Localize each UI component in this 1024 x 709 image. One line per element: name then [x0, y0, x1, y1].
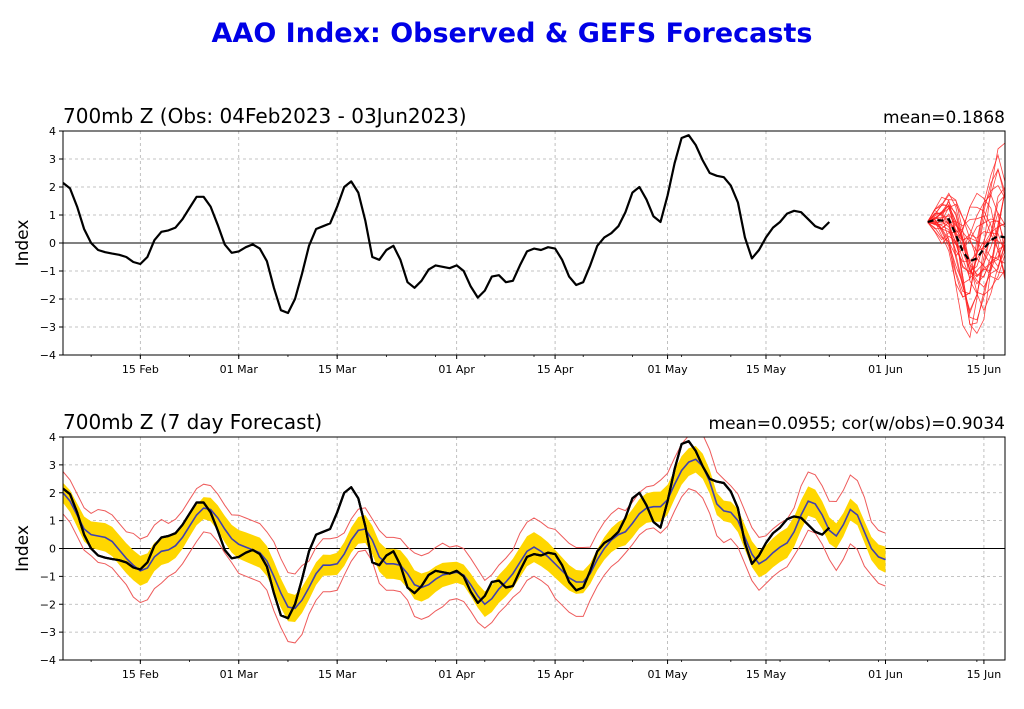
y-tick-label: −4: [40, 349, 56, 362]
ensemble-mean-line: [63, 458, 886, 610]
y-tick-label: 1: [49, 515, 56, 528]
x-tick-label: 01 May: [647, 363, 688, 376]
observed-panel: 4 3 2 1 0 −1 −2 −3 −4 15 Feb 01 Mar 15 Mar 01 Apr 15 …: [13, 104, 1006, 376]
y-tick-label: −3: [40, 626, 56, 639]
x-tick-label: 15 May: [746, 363, 787, 376]
ensemble-member-line: [927, 215, 1005, 279]
ensemble-member-line: [927, 201, 1005, 288]
x-tick-label: 15 Jun: [967, 363, 1002, 376]
plot-area: [63, 437, 886, 644]
observed-index-line: [63, 134, 831, 315]
spread-band: [63, 446, 886, 622]
x-tick-label: 01 May: [647, 668, 688, 681]
y-tick-label: 2: [49, 487, 56, 500]
spread-lower-edge: [63, 488, 886, 644]
x-tick-label: 15 Jun: [967, 668, 1002, 681]
ensemble-member-line: [927, 218, 1005, 250]
ensemble-member-line: [927, 211, 1005, 275]
y-tick-label: 0: [49, 543, 56, 556]
ensemble-member-line: [927, 220, 1005, 263]
x-tick-label: 15 Apr: [537, 363, 574, 376]
y-tick-label: 2: [49, 181, 56, 194]
y-tick-label: −1: [40, 570, 56, 583]
panel-statistics: mean=0.0955; cor(w/obs)=0.9034: [709, 414, 1005, 434]
forecast-mean-line: [927, 217, 1005, 263]
y-tick-label: 0: [49, 237, 56, 250]
x-tick-label: 15 May: [746, 668, 787, 681]
x-tick-label: 01 Jun: [868, 668, 903, 681]
y-tick-label: −4: [40, 654, 56, 667]
y-tick-label: −1: [40, 265, 56, 278]
x-tick-label: 15 Mar: [318, 363, 357, 376]
ensemble-member-line: [927, 206, 1005, 275]
x-tick-label: 01 Mar: [220, 363, 259, 376]
ensemble-member-line: [927, 194, 1005, 296]
ensemble-member-line: [927, 186, 1005, 315]
y-tick-label: −3: [40, 321, 56, 334]
y-tick-label: 1: [49, 209, 56, 222]
x-tick-label: 15 Feb: [122, 668, 159, 681]
y-tick-label: 4: [49, 431, 56, 444]
y-axis-label: Index: [13, 220, 33, 267]
spread-upper-edge: [63, 437, 886, 582]
x-tick-label: 01 Mar: [220, 668, 259, 681]
x-tick-label: 15 Apr: [537, 668, 574, 681]
figure-title: AAO Index: Observed & GEFS Forecasts: [211, 18, 813, 49]
plot-area: [63, 134, 1005, 339]
panel-statistics: mean=0.1868: [883, 108, 1005, 128]
ensemble-member-line: [927, 205, 1005, 277]
y-tick-label: 3: [49, 459, 56, 472]
x-tick-label: 01 Apr: [438, 363, 475, 376]
panel-title: 700mb Z (7 day Forecast): [63, 410, 322, 434]
y-tick-label: −2: [40, 293, 56, 306]
x-tick-label: 15 Feb: [122, 363, 159, 376]
y-axis-label: Index: [13, 525, 33, 572]
y-tick-label: −2: [40, 598, 56, 611]
x-tick-label: 01 Jun: [868, 363, 903, 376]
y-tick-label: 4: [49, 125, 56, 138]
forecast-panel: 4 3 2 1 0 −1 −2 −3 −4 15 Feb 01 Mar 15 Mar 01 Apr 15 …: [13, 410, 1006, 681]
y-tick-label: 3: [49, 153, 56, 166]
panel-title: 700mb Z (Obs: 04Feb2023 - 03Jun2023): [63, 104, 467, 128]
observed-index-line: [63, 440, 831, 620]
x-tick-label: 01 Apr: [438, 668, 475, 681]
x-tick-label: 15 Mar: [318, 668, 357, 681]
